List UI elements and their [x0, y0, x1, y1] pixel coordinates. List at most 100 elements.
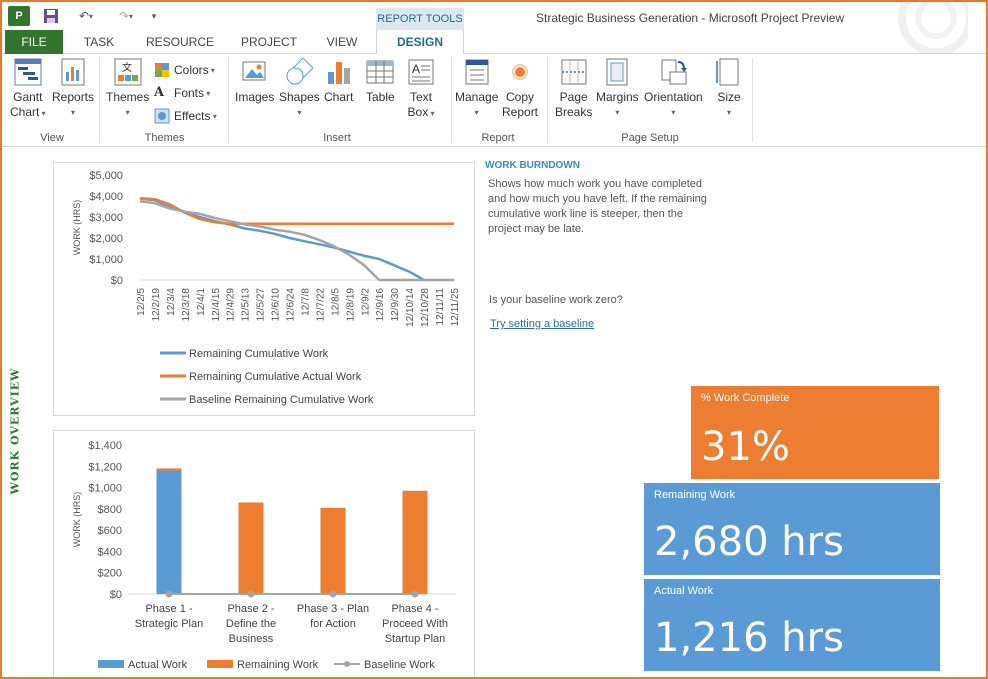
manage-button[interactable]: Manage ▾ [455, 58, 498, 120]
margins-dropdown-icon: ▾ [615, 108, 620, 117]
text-box-button[interactable]: A Text Box ▾ [407, 58, 435, 121]
category-label: Phase 4 - [391, 603, 438, 615]
reports-button[interactable]: Reports ▾ [52, 58, 94, 120]
remaining-work-tile[interactable]: Remaining Work 2,680 hrs [644, 483, 940, 575]
images-button[interactable]: Images [235, 58, 274, 105]
remaining-work-label: Remaining Work [654, 489, 736, 501]
tab-file[interactable]: FILE [5, 30, 63, 54]
work-stats-chart[interactable]: $1,400 $1,200 $1,000 $800 $600 $400 $200 $0 WORK… [53, 430, 475, 677]
work-burndown-chart[interactable]: $5,000 $4,000 $3,000 $2,000 $1,000 $0 WORK (HR… [53, 162, 475, 416]
tab-design[interactable]: DESIGN [376, 30, 464, 55]
x-tick-label: 12/4/29 [226, 288, 237, 322]
work-complete-tile[interactable]: % Work Complete 31% [691, 386, 939, 479]
bar-1-0 [156, 468, 182, 471]
y-tick-label: $200 [98, 568, 122, 580]
x-tick-label: 12/4/15 [211, 288, 222, 322]
chart-icon [327, 62, 350, 84]
shapes-button[interactable]: Shapes ▾ [279, 58, 320, 120]
x-tick-label: 12/3/18 [181, 288, 192, 322]
legend-marker-2 [344, 661, 350, 667]
x-tick-label: 12/8/19 [345, 288, 356, 322]
actual-work-tile[interactable]: Actual Work 1,216 hrs [644, 579, 940, 671]
margins-icon [606, 58, 628, 86]
size-button[interactable]: Size ▾ [715, 58, 743, 120]
legend-label-2: Baseline Work [364, 659, 435, 671]
margins-button[interactable]: Margins ▾ [596, 58, 639, 120]
y-axis-label: WORK (HRS) [72, 200, 82, 256]
margins-label: Margins [596, 90, 639, 104]
burndown-heading: WORK BURNDOWN [485, 160, 580, 171]
orientation-dropdown-icon: ▾ [671, 108, 676, 117]
chart-label: Chart [324, 90, 354, 104]
tab-view[interactable]: VIEW [326, 35, 358, 49]
x-tick-label: 12/2/5 [136, 288, 147, 316]
gantt-chart-button[interactable]: Gantt Chart ▾ [10, 58, 46, 121]
category-label: for Action [310, 618, 356, 630]
x-tick-label: 12/6/24 [286, 288, 297, 322]
x-tick-label: 12/9/16 [375, 288, 386, 322]
category-label: Phase 1 - [145, 603, 192, 615]
page-breaks-label-2: Breaks [555, 105, 593, 119]
x-tick-label: 12/7/8 [300, 288, 311, 316]
watermark-logo-icon [898, 2, 968, 54]
y-tick-label: $400 [98, 546, 122, 558]
group-separator [547, 58, 548, 142]
tab-project[interactable]: PROJECT [240, 35, 297, 49]
tab-task[interactable]: TASK [83, 35, 115, 49]
set-baseline-link[interactable]: Try setting a baseline [490, 318, 595, 330]
bar-0-0 [156, 470, 182, 594]
category-label: Strategic Plan [135, 618, 203, 630]
text-box-label: Text [409, 90, 432, 104]
series-line-2 [139, 200, 454, 282]
group-separator [228, 58, 229, 142]
table-label: Table [366, 90, 395, 104]
orientation-button[interactable]: Orientation ▾ [644, 58, 703, 120]
gantt-chart-label: Gantt [13, 90, 43, 104]
copy-report-button[interactable]: Copy Report [502, 58, 538, 120]
gantt-chart-icon [14, 58, 42, 86]
chart-button[interactable]: Chart [324, 58, 353, 105]
series-line-1 [139, 196, 454, 225]
manage-icon [465, 59, 489, 85]
y-tick-label: $3,000 [89, 212, 123, 224]
undo-icon[interactable]: ↶ ▾ [78, 9, 94, 23]
project-app-icon[interactable]: P [8, 6, 30, 26]
effects-button[interactable]: Effects ▾ [154, 106, 217, 126]
fonts-button[interactable]: A Fonts ▾ [154, 85, 211, 100]
x-tick-label: 12/10/28 [420, 288, 431, 327]
x-tick-label: 12/10/14 [405, 288, 416, 327]
y-tick-label: $1,200 [88, 461, 122, 473]
baseline-point-0 [165, 590, 173, 598]
save-icon[interactable] [42, 6, 60, 26]
window-title: Strategic Business Generation - Microsof… [536, 11, 845, 25]
page-breaks-button[interactable]: Page Breaks [555, 58, 592, 120]
redo-icon[interactable]: ↷ ▾ [118, 9, 134, 23]
category-label: Startup Plan [385, 633, 446, 645]
images-icon [242, 61, 266, 81]
y-axis-label: WORK (HRS) [72, 492, 82, 548]
fonts-label: Fonts [174, 86, 205, 100]
copy-report-label-2: Report [502, 105, 539, 119]
remaining-work-value: 2,680 hrs [654, 519, 844, 565]
legend-swatch-0 [98, 660, 124, 668]
fonts-icon: A [154, 85, 165, 100]
legend-label-0: Remaining Cumulative Work [189, 348, 329, 360]
baseline-question: Is your baseline work zero? [489, 294, 623, 306]
page-breaks-icon [561, 59, 587, 85]
x-tick-label: 12/7/22 [315, 288, 326, 322]
bar-1-3 [402, 490, 428, 594]
legend-label-2: Baseline Remaining Cumulative Work [189, 394, 374, 406]
report-tools-context-label: REPORT TOOLS [376, 8, 464, 30]
shapes-dropdown-icon: ▾ [297, 108, 302, 117]
x-tick-label: 12/11/11 [435, 288, 446, 326]
customize-qat-icon[interactable]: ▾ [151, 10, 157, 21]
x-tick-label: 12/9/2 [360, 288, 371, 316]
category-label: Proceed With [382, 618, 448, 630]
y-tick-label: $1,400 [88, 440, 122, 452]
table-button[interactable]: Table [366, 58, 395, 105]
x-tick-label: 12/11/25 [450, 288, 461, 327]
themes-button[interactable]: 文 Themes ▾ [106, 58, 149, 120]
tab-resource[interactable]: RESOURCE [145, 35, 214, 49]
colors-button[interactable]: Colors ▾ [154, 60, 215, 80]
y-tick-label: $5,000 [89, 170, 123, 182]
